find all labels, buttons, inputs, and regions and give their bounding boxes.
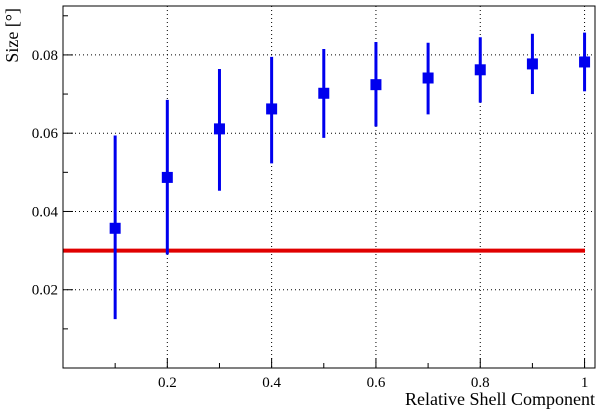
x-axis-label: Relative Shell Component [405,389,595,409]
plot-frame [62,5,596,369]
y-tick-label: 0.04 [32,204,59,220]
data-series [109,32,591,320]
tick-labels: 0.2 0.4 0.6 0.8 1 0.02 0.04 0.06 0.08 [32,48,589,391]
data-point [318,87,330,99]
data-point [579,56,591,68]
x-tick-label: 0.6 [367,375,386,391]
axis-ticks [63,15,586,368]
data-point [422,72,434,84]
y-tick-label: 0.08 [32,48,58,64]
x-tick-label: 1 [581,375,589,391]
y-axis-label: Size [°] [2,8,22,63]
data-point [370,79,382,91]
data-point [109,222,121,234]
data-point [161,171,173,183]
data-point [526,58,538,70]
x-tick-label: 0.2 [158,375,177,391]
data-point [213,123,225,135]
y-tick-label: 0.02 [32,283,58,299]
y-tick-label: 0.06 [32,126,59,142]
data-point [474,64,486,76]
grid [63,6,595,368]
data-point [266,103,278,115]
x-tick-label: 0.8 [471,375,490,391]
x-tick-label: 0.4 [262,375,281,391]
